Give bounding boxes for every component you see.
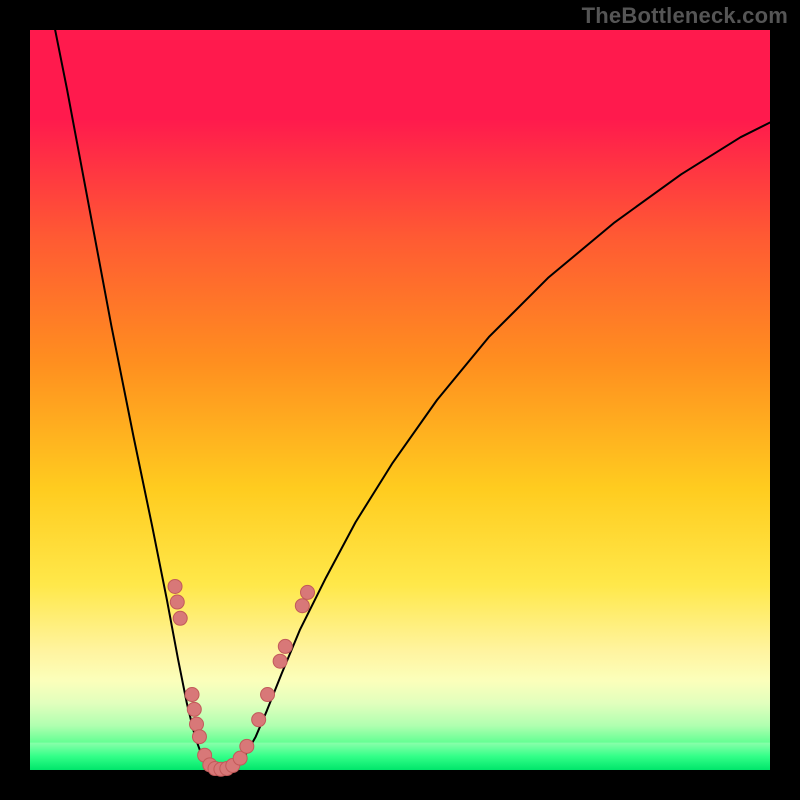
data-marker xyxy=(295,599,309,613)
data-marker xyxy=(190,717,204,731)
bottleneck-chart xyxy=(0,0,800,800)
data-marker xyxy=(170,595,184,609)
data-marker xyxy=(273,654,287,668)
data-marker xyxy=(173,611,187,625)
watermark-text: TheBottleneck.com xyxy=(582,3,788,29)
data-marker xyxy=(168,579,182,593)
data-marker xyxy=(185,688,199,702)
chart-green-band xyxy=(30,743,770,770)
data-marker xyxy=(240,739,254,753)
chart-gradient-background xyxy=(30,30,770,770)
data-marker xyxy=(301,585,315,599)
data-marker xyxy=(261,688,275,702)
data-marker xyxy=(192,730,206,744)
data-marker xyxy=(252,713,266,727)
data-marker xyxy=(278,639,292,653)
data-marker xyxy=(187,702,201,716)
